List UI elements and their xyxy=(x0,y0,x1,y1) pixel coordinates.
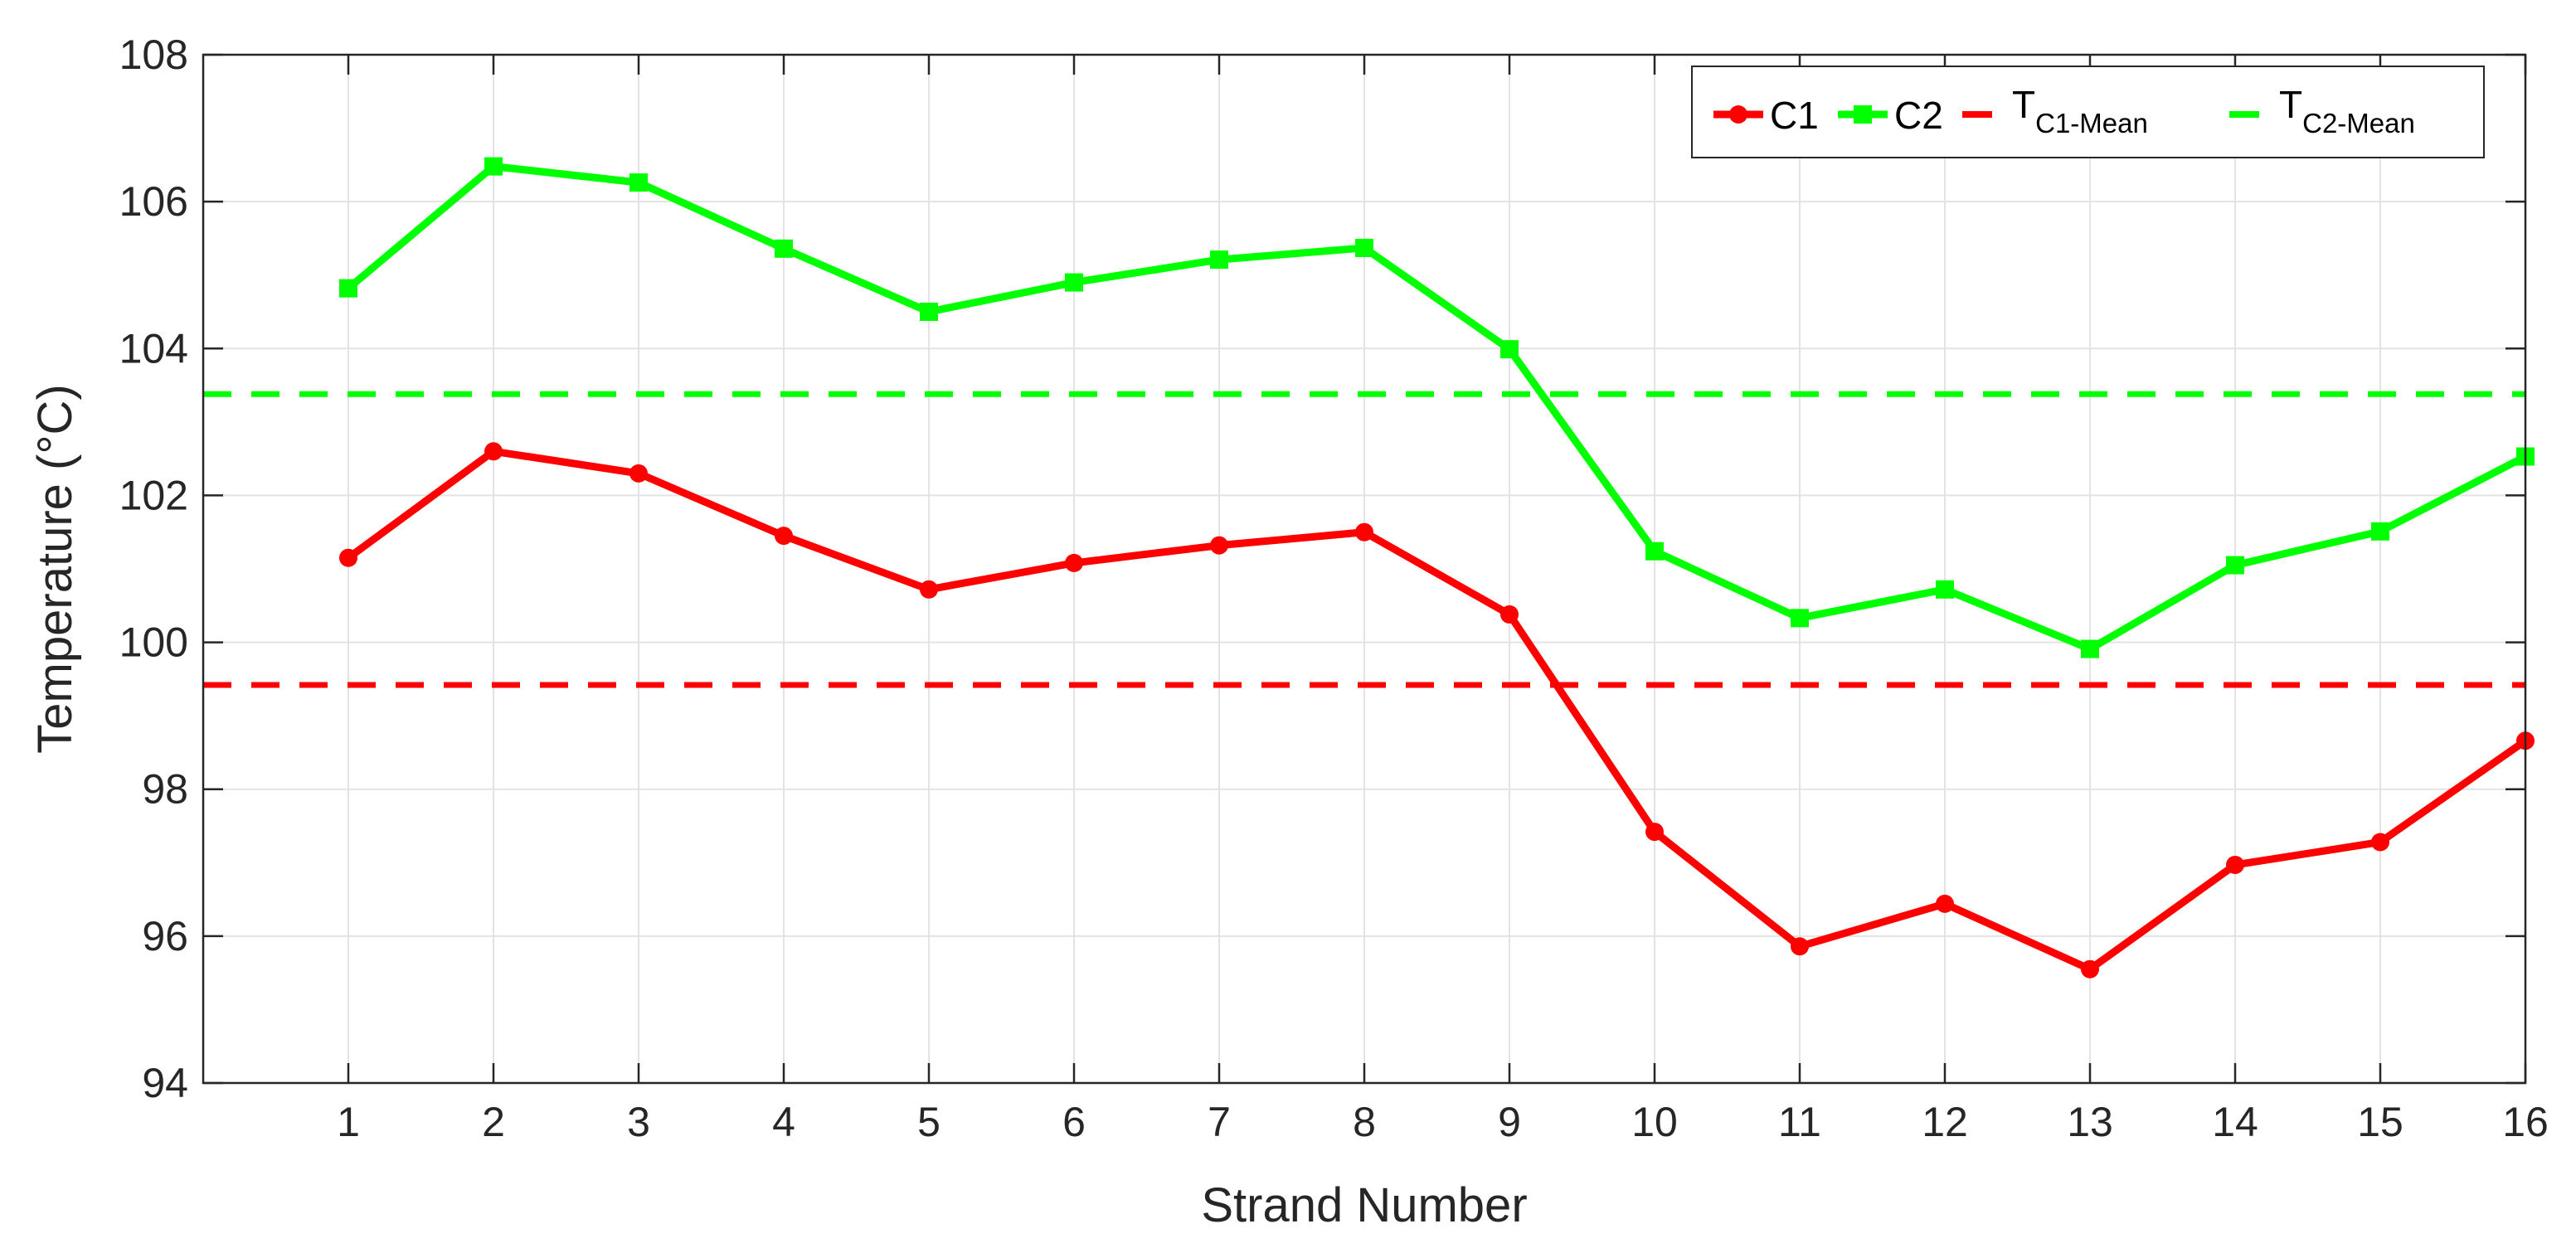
series-line-c1 xyxy=(346,447,2528,974)
x-tick-label: 6 xyxy=(1062,1099,1086,1145)
y-tick-label: 96 xyxy=(142,913,188,959)
data-point-c2 xyxy=(920,303,938,321)
data-point-c2 xyxy=(1645,542,1664,561)
y-tick-label: 108 xyxy=(119,32,188,78)
legend-label-base: T xyxy=(2012,83,2035,126)
data-point-c1 xyxy=(1791,937,1809,956)
data-point-c1 xyxy=(1936,894,1954,913)
legend-label-base: T xyxy=(2279,83,2302,126)
x-tick-label: 12 xyxy=(1922,1099,1968,1145)
data-point-c2 xyxy=(2081,639,2099,658)
x-tick-label: 14 xyxy=(2212,1099,2258,1145)
legend-label-c2: C2 xyxy=(1894,94,1943,137)
data-point-c2 xyxy=(1791,609,1809,628)
legend-label-c1: C1 xyxy=(1770,94,1819,137)
data-point-c2 xyxy=(1500,340,1519,359)
data-point-c1 xyxy=(629,464,648,483)
y-tick-label: 106 xyxy=(119,178,188,225)
y-tick-label: 98 xyxy=(142,766,188,813)
data-point-c2 xyxy=(629,173,648,192)
legend-label-subscript: C2-Mean xyxy=(2302,108,2415,138)
y-tick-label: 94 xyxy=(142,1060,188,1106)
y-tick-label: 100 xyxy=(119,619,188,666)
data-point-c1 xyxy=(1210,536,1228,555)
y-axis-label: Temperature (°C) xyxy=(28,384,82,753)
legend-label-c1-mean: TC1-Mean xyxy=(2012,83,2148,138)
data-point-c1 xyxy=(920,580,938,599)
data-point-c1 xyxy=(2226,855,2244,874)
x-tick-label: 11 xyxy=(1778,1099,1821,1145)
data-point-c1 xyxy=(339,548,357,567)
x-tick-label: 16 xyxy=(2502,1099,2549,1145)
x-tick-label: 13 xyxy=(2067,1099,2113,1145)
reference-lines xyxy=(203,391,2525,688)
x-tick-label: 8 xyxy=(1353,1099,1376,1145)
data-point-c2 xyxy=(1210,250,1228,270)
data-point-c2 xyxy=(2226,556,2244,575)
data-point-c1 xyxy=(1500,605,1519,624)
data-point-c1 xyxy=(1645,823,1664,842)
data-series xyxy=(339,157,2535,979)
y-tick-label: 102 xyxy=(119,472,188,518)
x-tick-label: 7 xyxy=(1208,1099,1231,1145)
x-tick-label: 2 xyxy=(482,1099,505,1145)
series-line-c2 xyxy=(346,163,2528,653)
x-axis-label: Strand Number xyxy=(1201,1178,1527,1232)
data-point-c1 xyxy=(1065,553,1083,572)
legend: C1 C2 TC1-Mean TC2-Mean xyxy=(1691,66,2485,158)
data-point-c2 xyxy=(1936,580,1954,599)
x-tick-label: 10 xyxy=(1631,1099,1678,1145)
data-point-c2 xyxy=(1355,238,1373,257)
data-point-c1 xyxy=(1355,522,1373,542)
data-point-c1 xyxy=(2371,833,2389,852)
x-tick-label: 9 xyxy=(1498,1099,1521,1145)
data-point-c2 xyxy=(339,279,357,298)
legend-marker-c2 xyxy=(1854,105,1872,124)
legend-label-c2-mean: TC2-Mean xyxy=(2279,83,2415,138)
y-tick-label: 104 xyxy=(119,325,188,372)
x-tick-label: 5 xyxy=(917,1099,940,1145)
x-tick-label: 4 xyxy=(772,1099,795,1145)
data-point-c2 xyxy=(484,157,503,176)
x-tick-label: 3 xyxy=(627,1099,650,1145)
data-point-c1 xyxy=(2081,959,2099,979)
data-point-c1 xyxy=(775,527,793,546)
data-point-c1 xyxy=(484,442,503,461)
axis-ticks: 1 2 3 4 5 6 7 8 9 10 11 12 13 14 15 1694969810010210410… xyxy=(119,32,2549,1145)
data-point-c2 xyxy=(1065,273,1083,292)
legend-box xyxy=(1691,66,2485,158)
data-point-c2 xyxy=(775,239,793,258)
legend-label-subscript: C1-Mean xyxy=(2035,108,2148,138)
data-point-c2 xyxy=(2371,522,2389,541)
legend-marker-c1 xyxy=(1729,105,1747,124)
x-tick-label: 1 xyxy=(337,1099,360,1145)
x-tick-label: 15 xyxy=(2357,1099,2403,1145)
